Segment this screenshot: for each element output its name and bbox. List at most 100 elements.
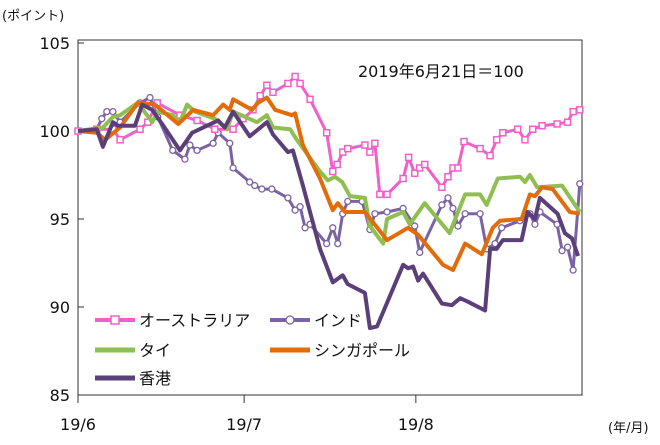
- data-point: [329, 167, 337, 176]
- data-point: [499, 129, 507, 137]
- legend-label: オーストラリア: [139, 311, 250, 330]
- data-point: [361, 141, 369, 149]
- data-point: [376, 190, 384, 199]
- data-point: [98, 115, 106, 123]
- data-point: [229, 125, 237, 133]
- baseline-annotation: 2019年6月21日＝100: [358, 62, 524, 81]
- data-point: [181, 155, 189, 163]
- data-point: [476, 210, 484, 218]
- legend-item: インド: [270, 311, 362, 330]
- data-point: [371, 210, 379, 218]
- data-point: [438, 183, 446, 192]
- data-point: [333, 160, 341, 169]
- data-point: [553, 120, 561, 128]
- data-point: [411, 222, 419, 230]
- data-point: [109, 107, 117, 116]
- data-point: [329, 224, 337, 232]
- data-point: [383, 208, 391, 216]
- data-point: [449, 204, 457, 213]
- legend-label: シンガポール: [314, 341, 410, 360]
- y-tick-label: 85: [50, 386, 70, 405]
- data-point: [268, 185, 276, 193]
- data-point: [169, 146, 177, 155]
- data-point: [291, 72, 299, 81]
- data-point: [420, 160, 429, 169]
- y-tick-label: 95: [50, 210, 70, 229]
- legend-item: 香港: [95, 369, 171, 388]
- data-point: [460, 137, 468, 146]
- data-point: [343, 144, 352, 153]
- data-point: [301, 224, 309, 232]
- data-point: [454, 222, 462, 230]
- plot-frame: [77, 39, 583, 396]
- data-point: [306, 95, 314, 104]
- data-point: [296, 203, 304, 211]
- y-tick-label: 105: [39, 34, 70, 53]
- legend-item: シンガポール: [270, 341, 410, 360]
- data-point: [193, 116, 201, 125]
- data-point: [322, 129, 331, 137]
- data-point: [291, 206, 299, 214]
- legend-marker: [285, 315, 295, 325]
- data-point: [563, 118, 572, 126]
- series-line-シンガポール: [77, 95, 581, 272]
- legend-item: タイ: [95, 341, 171, 360]
- data-point: [569, 266, 577, 274]
- legend-item: オーストラリア: [95, 311, 250, 330]
- data-point: [444, 173, 452, 181]
- data-point: [486, 151, 494, 160]
- data-point: [186, 141, 194, 149]
- data-point: [116, 136, 124, 144]
- data-point: [284, 194, 292, 202]
- data-point: [269, 88, 277, 97]
- data-point: [558, 247, 566, 255]
- data-point: [251, 181, 259, 190]
- x-tick-label: 19/7: [226, 415, 262, 434]
- y-axis-label: (ポイント): [2, 9, 64, 24]
- data-point: [344, 197, 352, 206]
- data-point: [366, 148, 374, 156]
- x-tick-label: 19/8: [398, 415, 434, 434]
- data-point: [514, 125, 522, 133]
- data-point: [246, 178, 254, 186]
- data-point: [410, 169, 419, 177]
- data-point: [563, 243, 572, 251]
- data-point: [454, 164, 462, 172]
- series-line-香港: [77, 102, 580, 331]
- data-point: [229, 164, 237, 172]
- data-point: [263, 81, 271, 89]
- data-point: [404, 153, 413, 162]
- data-point: [146, 93, 154, 102]
- data-point: [371, 139, 379, 148]
- data-point: [416, 248, 424, 257]
- data-point: [136, 125, 144, 133]
- data-point: [498, 224, 506, 232]
- data-point: [383, 190, 391, 199]
- data-point: [258, 185, 266, 193]
- data-point: [576, 106, 584, 114]
- data-point: [476, 144, 484, 153]
- legend-label: 香港: [139, 369, 171, 388]
- data-point: [284, 79, 292, 88]
- data-point: [209, 139, 217, 147]
- legend-label: タイ: [139, 341, 171, 360]
- data-point: [576, 180, 584, 188]
- data-point: [531, 220, 539, 228]
- y-tick-label: 100: [39, 122, 70, 141]
- data-point: [399, 174, 407, 183]
- data-point: [538, 121, 546, 130]
- data-point: [569, 107, 577, 116]
- data-point: [334, 239, 342, 248]
- data-point: [444, 194, 452, 202]
- data-point: [296, 79, 304, 88]
- legend-marker: [110, 315, 120, 325]
- data-point: [492, 136, 501, 144]
- x-axis-label: (年/月): [608, 421, 649, 436]
- data-point: [438, 201, 446, 209]
- data-point: [193, 146, 201, 155]
- x-tick-label: 19/6: [60, 415, 96, 434]
- y-tick-label: 90: [50, 298, 70, 317]
- data-point: [521, 136, 529, 144]
- series-line-タイ: [77, 100, 582, 246]
